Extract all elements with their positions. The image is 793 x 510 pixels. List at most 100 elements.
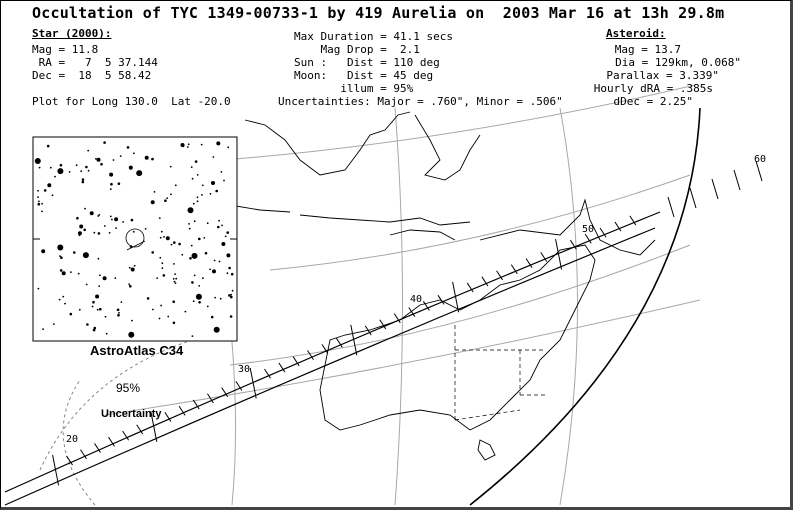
uncertainty-tick	[350, 324, 358, 356]
parallel-line	[104, 299, 701, 416]
coastline-tasmania	[477, 439, 496, 461]
inset-star	[211, 181, 215, 185]
inset-star	[161, 262, 164, 265]
inset-star	[180, 143, 185, 147]
uncertainty-tick	[540, 252, 548, 262]
inset-star	[128, 331, 135, 338]
limb-arc	[62, 379, 96, 506]
moon-illumination: illum = 95%	[294, 82, 414, 95]
inset-star	[128, 266, 131, 269]
inset-star	[69, 312, 73, 316]
uncertainty-tick	[364, 325, 372, 336]
coastline-sulawesi	[414, 114, 481, 181]
inset-star	[99, 307, 102, 311]
inset-star	[114, 217, 119, 222]
star-ra: RA = 7 5 37.144	[32, 56, 158, 69]
inset-star	[151, 157, 154, 161]
inset-star	[213, 326, 220, 333]
inset-star	[87, 149, 90, 152]
inset-star	[170, 193, 172, 196]
inset-star	[132, 230, 135, 233]
inset-star	[160, 230, 163, 233]
inset-star	[198, 301, 201, 304]
inset-star	[194, 160, 198, 163]
inset-star	[160, 304, 163, 307]
inset-star	[104, 315, 107, 318]
uncertainty-tick	[437, 294, 445, 305]
inset-star	[130, 168, 132, 170]
inset-star	[131, 319, 133, 322]
inset-star	[37, 287, 40, 290]
inset-star	[86, 323, 89, 326]
inset-star	[229, 315, 233, 318]
inset-star	[99, 274, 101, 277]
inset-star	[97, 215, 100, 217]
inset-star	[230, 272, 234, 276]
star-heading: Star (2000):	[32, 27, 112, 40]
inset-star	[97, 232, 101, 235]
inset-star	[192, 300, 195, 303]
inset-star	[181, 253, 184, 256]
uncertainty-tick	[629, 215, 637, 226]
inset-star	[37, 202, 41, 206]
inset-star	[206, 305, 209, 308]
latitude-label: 40	[410, 294, 423, 305]
uncertainty-tick	[80, 449, 87, 460]
star-dec: Dec = 18 5 58.42	[32, 69, 152, 82]
parallel-line	[229, 244, 691, 366]
asteroid-heading: Asteroid:	[606, 27, 666, 40]
inset-star	[37, 196, 39, 199]
inset-star	[193, 274, 196, 277]
inset-star	[46, 144, 50, 148]
inset-star	[195, 293, 202, 300]
inset-star	[159, 256, 162, 259]
uncertainty-tick	[192, 399, 200, 410]
inset-star	[128, 283, 131, 286]
inset-star	[161, 267, 164, 270]
inset-star	[146, 297, 150, 300]
uncertainty-tick	[52, 454, 60, 486]
inset-star	[61, 271, 66, 276]
inset-star	[98, 214, 101, 216]
uncertainty-tick	[689, 187, 697, 209]
latitude-label: 30	[238, 364, 251, 375]
uncertainty-tick	[614, 221, 622, 232]
inset-star	[188, 223, 190, 225]
inset-star	[173, 280, 176, 283]
inset-star	[93, 326, 97, 330]
uncertainty-tick	[150, 411, 158, 442]
mag-drop: Mag Drop = 2.1	[294, 43, 420, 56]
inset-star	[218, 219, 221, 222]
uncertainty-tick	[136, 424, 144, 435]
uncertainty-tick	[408, 307, 416, 317]
inset-star	[214, 296, 217, 299]
target-star-marker	[125, 228, 145, 248]
inset-star	[178, 242, 181, 246]
uncertainty-tick	[66, 455, 73, 466]
uncertainty-tick	[122, 430, 130, 441]
inset-star	[191, 335, 194, 337]
latitude-label: 20	[66, 434, 79, 445]
asteroid-mag: Mag = 13.7	[614, 43, 681, 56]
coastline-newguinea	[479, 198, 656, 256]
inset-star	[84, 207, 86, 210]
inset-star	[91, 305, 94, 308]
uncertainty-tick	[510, 264, 518, 275]
inset-star	[209, 193, 212, 195]
inset-star	[210, 315, 214, 319]
uncertainty-tick	[94, 443, 101, 453]
asteroid-hourly-dra: Hourly dRA = .385s	[593, 82, 713, 95]
inset-star	[213, 259, 216, 262]
inset-star	[57, 244, 64, 251]
inset-star	[108, 232, 111, 234]
inset-star	[175, 277, 178, 280]
inset-star	[224, 235, 227, 238]
inset-star	[37, 189, 39, 192]
state-border	[454, 409, 521, 421]
inset-star	[78, 308, 81, 311]
inset-star	[169, 165, 172, 168]
earth-limb	[469, 107, 701, 506]
inset-star	[102, 276, 107, 281]
meridian-line	[229, 319, 237, 506]
inset-star	[80, 170, 83, 173]
